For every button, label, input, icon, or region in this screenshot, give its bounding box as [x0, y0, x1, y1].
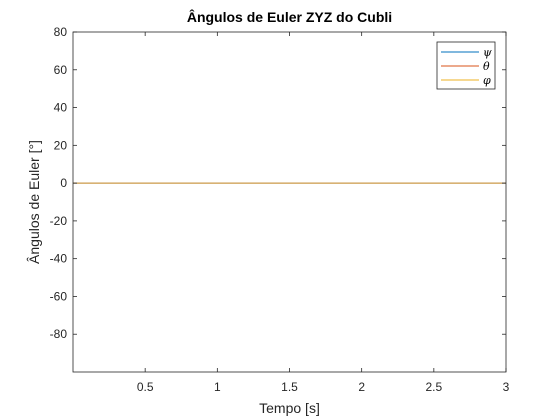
- tick-layer: 0.5 1 1.5 2 2.5 3 80 60 40 20 0 -20 -40 -60 -80: [50, 25, 510, 394]
- x-tick-label: 1: [214, 380, 221, 394]
- x-tick-label: 3: [503, 380, 510, 394]
- y-tick-label: -40: [50, 252, 68, 266]
- x-tick-label: 2.5: [425, 380, 442, 394]
- y-tick-label: 0: [60, 176, 67, 190]
- y-tick-label: 20: [54, 138, 68, 152]
- y-tick-label: 60: [54, 63, 68, 77]
- y-tick-label: 40: [54, 101, 68, 115]
- plot-area: [73, 32, 506, 372]
- y-tick-label: -60: [50, 289, 68, 303]
- x-tick-label: 2: [358, 380, 365, 394]
- chart-title: Ângulos de Euler ZYZ do Cubli: [187, 8, 392, 25]
- legend-label-phi: φ: [483, 74, 491, 87]
- legend-label-psi: ψ: [483, 46, 492, 59]
- x-tick-label: 1.5: [281, 380, 298, 394]
- legend: ψ θ φ: [436, 41, 496, 90]
- legend-label-theta: θ: [483, 60, 490, 73]
- y-axis-label: Ângulos de Euler [°]: [26, 140, 42, 264]
- y-tick-label: -80: [50, 327, 68, 341]
- y-tick-label: 80: [54, 25, 68, 39]
- x-axis-label: Tempo [s]: [259, 400, 320, 416]
- y-tick-label: -20: [50, 214, 68, 228]
- x-tick-label: 0.5: [137, 380, 154, 394]
